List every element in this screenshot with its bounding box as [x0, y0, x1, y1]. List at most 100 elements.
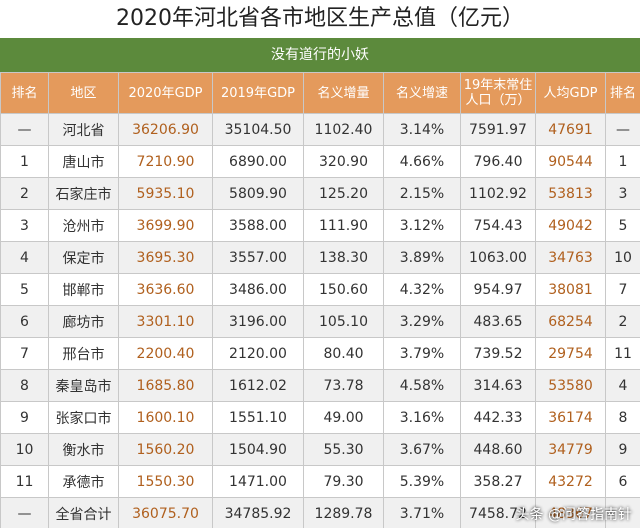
table-cell: 1612.02 [212, 369, 304, 402]
table-cell: 796.40 [460, 145, 536, 178]
table-cell: 7458.72 [460, 497, 536, 528]
table-cell: 48367 [535, 497, 606, 528]
table-cell: 7591.97 [460, 113, 536, 146]
table-cell: 3486.00 [212, 273, 304, 306]
table-cell: 2 [0, 177, 49, 210]
table-cell: 90544 [535, 145, 606, 178]
table-cell: 49.00 [303, 401, 384, 434]
table-cell: 483.65 [460, 305, 536, 338]
table-cell: 保定市 [48, 241, 119, 274]
table-row: 10 衡水市 1560.20 1504.90 55.30 3.67% 448.60 34779… [0, 433, 640, 466]
table-cell: 314.63 [460, 369, 536, 402]
header-row: 排名 地区 2020年GDP 2019年GDP 名义增量 名义增速 19年末常住人口（万）人… [0, 72, 640, 114]
table-cell: 125.20 [303, 177, 384, 210]
table-row: 3 沧州市 3699.90 3588.00 111.90 3.12% 754.43 49042… [0, 209, 640, 242]
table-cell: — [0, 113, 49, 146]
title: 2020年河北省各市地区生产总值（亿元） [116, 6, 524, 31]
table-cell: 7210.90 [118, 145, 213, 178]
table-cell: 1550.30 [118, 465, 213, 498]
table-cell: 8 [605, 401, 640, 434]
table-row: 8 秦皇岛市 1685.80 1612.02 73.78 4.58% 314.63 53580… [0, 369, 640, 402]
table-cell: 衡水市 [48, 433, 119, 466]
table-cell: 3.14% [383, 113, 461, 146]
table-cell: 1560.20 [118, 433, 213, 466]
table-cell: 8 [0, 369, 49, 402]
table-cell: 4.66% [383, 145, 461, 178]
table-cell: 秦皇岛市 [48, 369, 119, 402]
table-cell: 34763 [535, 241, 606, 274]
table-cell: 9 [605, 433, 640, 466]
table-row: 7 邢台市 2200.40 2120.00 80.40 3.79% 739.52 29754 1… [0, 337, 640, 370]
table-body: — 河北省 36206.90 35104.50 1102.40 3.14% 7591.97 4… [0, 113, 640, 528]
table-row: 4 保定市 3695.30 3557.00 138.30 3.89% 1063.00 3476… [0, 241, 640, 274]
header-cell: 排名 [0, 72, 49, 114]
header-cell: 人均GDP [535, 72, 606, 114]
table-cell: 邯郸市 [48, 273, 119, 306]
table-cell: 3.12% [383, 209, 461, 242]
table-cell: 34779 [535, 433, 606, 466]
table-row: 6 廊坊市 3301.10 3196.00 105.10 3.29% 483.65 68254… [0, 305, 640, 338]
table-cell: 11 [605, 337, 640, 370]
table-cell [605, 497, 640, 528]
header-cell: 19年末常住人口（万） [460, 72, 536, 114]
header-cell: 2019年GDP [212, 72, 304, 114]
table-cell: 138.30 [303, 241, 384, 274]
table-cell: 38081 [535, 273, 606, 306]
table-cell: 320.90 [303, 145, 384, 178]
table-row: 2 石家庄市 5935.10 5809.90 125.20 2.15% 1102.92 538… [0, 177, 640, 210]
table-cell: 73.78 [303, 369, 384, 402]
table-cell: 739.52 [460, 337, 536, 370]
table-cell: 1063.00 [460, 241, 536, 274]
table-cell: 150.60 [303, 273, 384, 306]
table-cell: 3699.90 [118, 209, 213, 242]
table-cell: 1102.40 [303, 113, 384, 146]
table-cell: 4.32% [383, 273, 461, 306]
table-cell: 954.97 [460, 273, 536, 306]
table-cell: 10 [0, 433, 49, 466]
table-cell: 754.43 [460, 209, 536, 242]
table-cell: 2.15% [383, 177, 461, 210]
table-cell: 1102.92 [460, 177, 536, 210]
table-cell: 1289.78 [303, 497, 384, 528]
table-cell: 廊坊市 [48, 305, 119, 338]
table-cell: 张家口市 [48, 401, 119, 434]
table-cell: 36206.90 [118, 113, 213, 146]
table-cell: 唐山市 [48, 145, 119, 178]
table-cell: 3636.60 [118, 273, 213, 306]
table-cell: 36174 [535, 401, 606, 434]
table-row: 1 唐山市 7210.90 6890.00 320.90 4.66% 796.40 90544… [0, 145, 640, 178]
table-cell: 5809.90 [212, 177, 304, 210]
table-cell: 5 [0, 273, 49, 306]
table-cell: 3.89% [383, 241, 461, 274]
table-cell: 3 [605, 177, 640, 210]
table-cell: 53580 [535, 369, 606, 402]
table-cell: 1471.00 [212, 465, 304, 498]
table-cell: 沧州市 [48, 209, 119, 242]
table-cell: 1685.80 [118, 369, 213, 402]
watermark: 头条 @问答指南针 [515, 507, 632, 523]
table-cell: 448.60 [460, 433, 536, 466]
table-cell: 4 [0, 241, 49, 274]
table-cell: 2120.00 [212, 337, 304, 370]
header-cell: 2020年GDP [118, 72, 213, 114]
table-cell: 47691 [535, 113, 606, 146]
table-cell: 55.30 [303, 433, 384, 466]
table-cell: 9 [0, 401, 49, 434]
table-cell: 4.58% [383, 369, 461, 402]
table-cell: 1504.90 [212, 433, 304, 466]
table-cell: 河北省 [48, 113, 119, 146]
table-cell: 79.30 [303, 465, 384, 498]
table-cell: 442.33 [460, 401, 536, 434]
table-cell: 6890.00 [212, 145, 304, 178]
table-cell: 承德市 [48, 465, 119, 498]
table-cell: 68254 [535, 305, 606, 338]
table-cell: 7 [0, 337, 49, 370]
table-cell: 2200.40 [118, 337, 213, 370]
table-cell: 5935.10 [118, 177, 213, 210]
table-row: 11 承德市 1550.30 1471.00 79.30 5.39% 358.27 43272… [0, 465, 640, 498]
table-cell: 邢台市 [48, 337, 119, 370]
table-cell: 3.67% [383, 433, 461, 466]
table-cell: 3.71% [383, 497, 461, 528]
table-cell: 10 [605, 241, 640, 274]
